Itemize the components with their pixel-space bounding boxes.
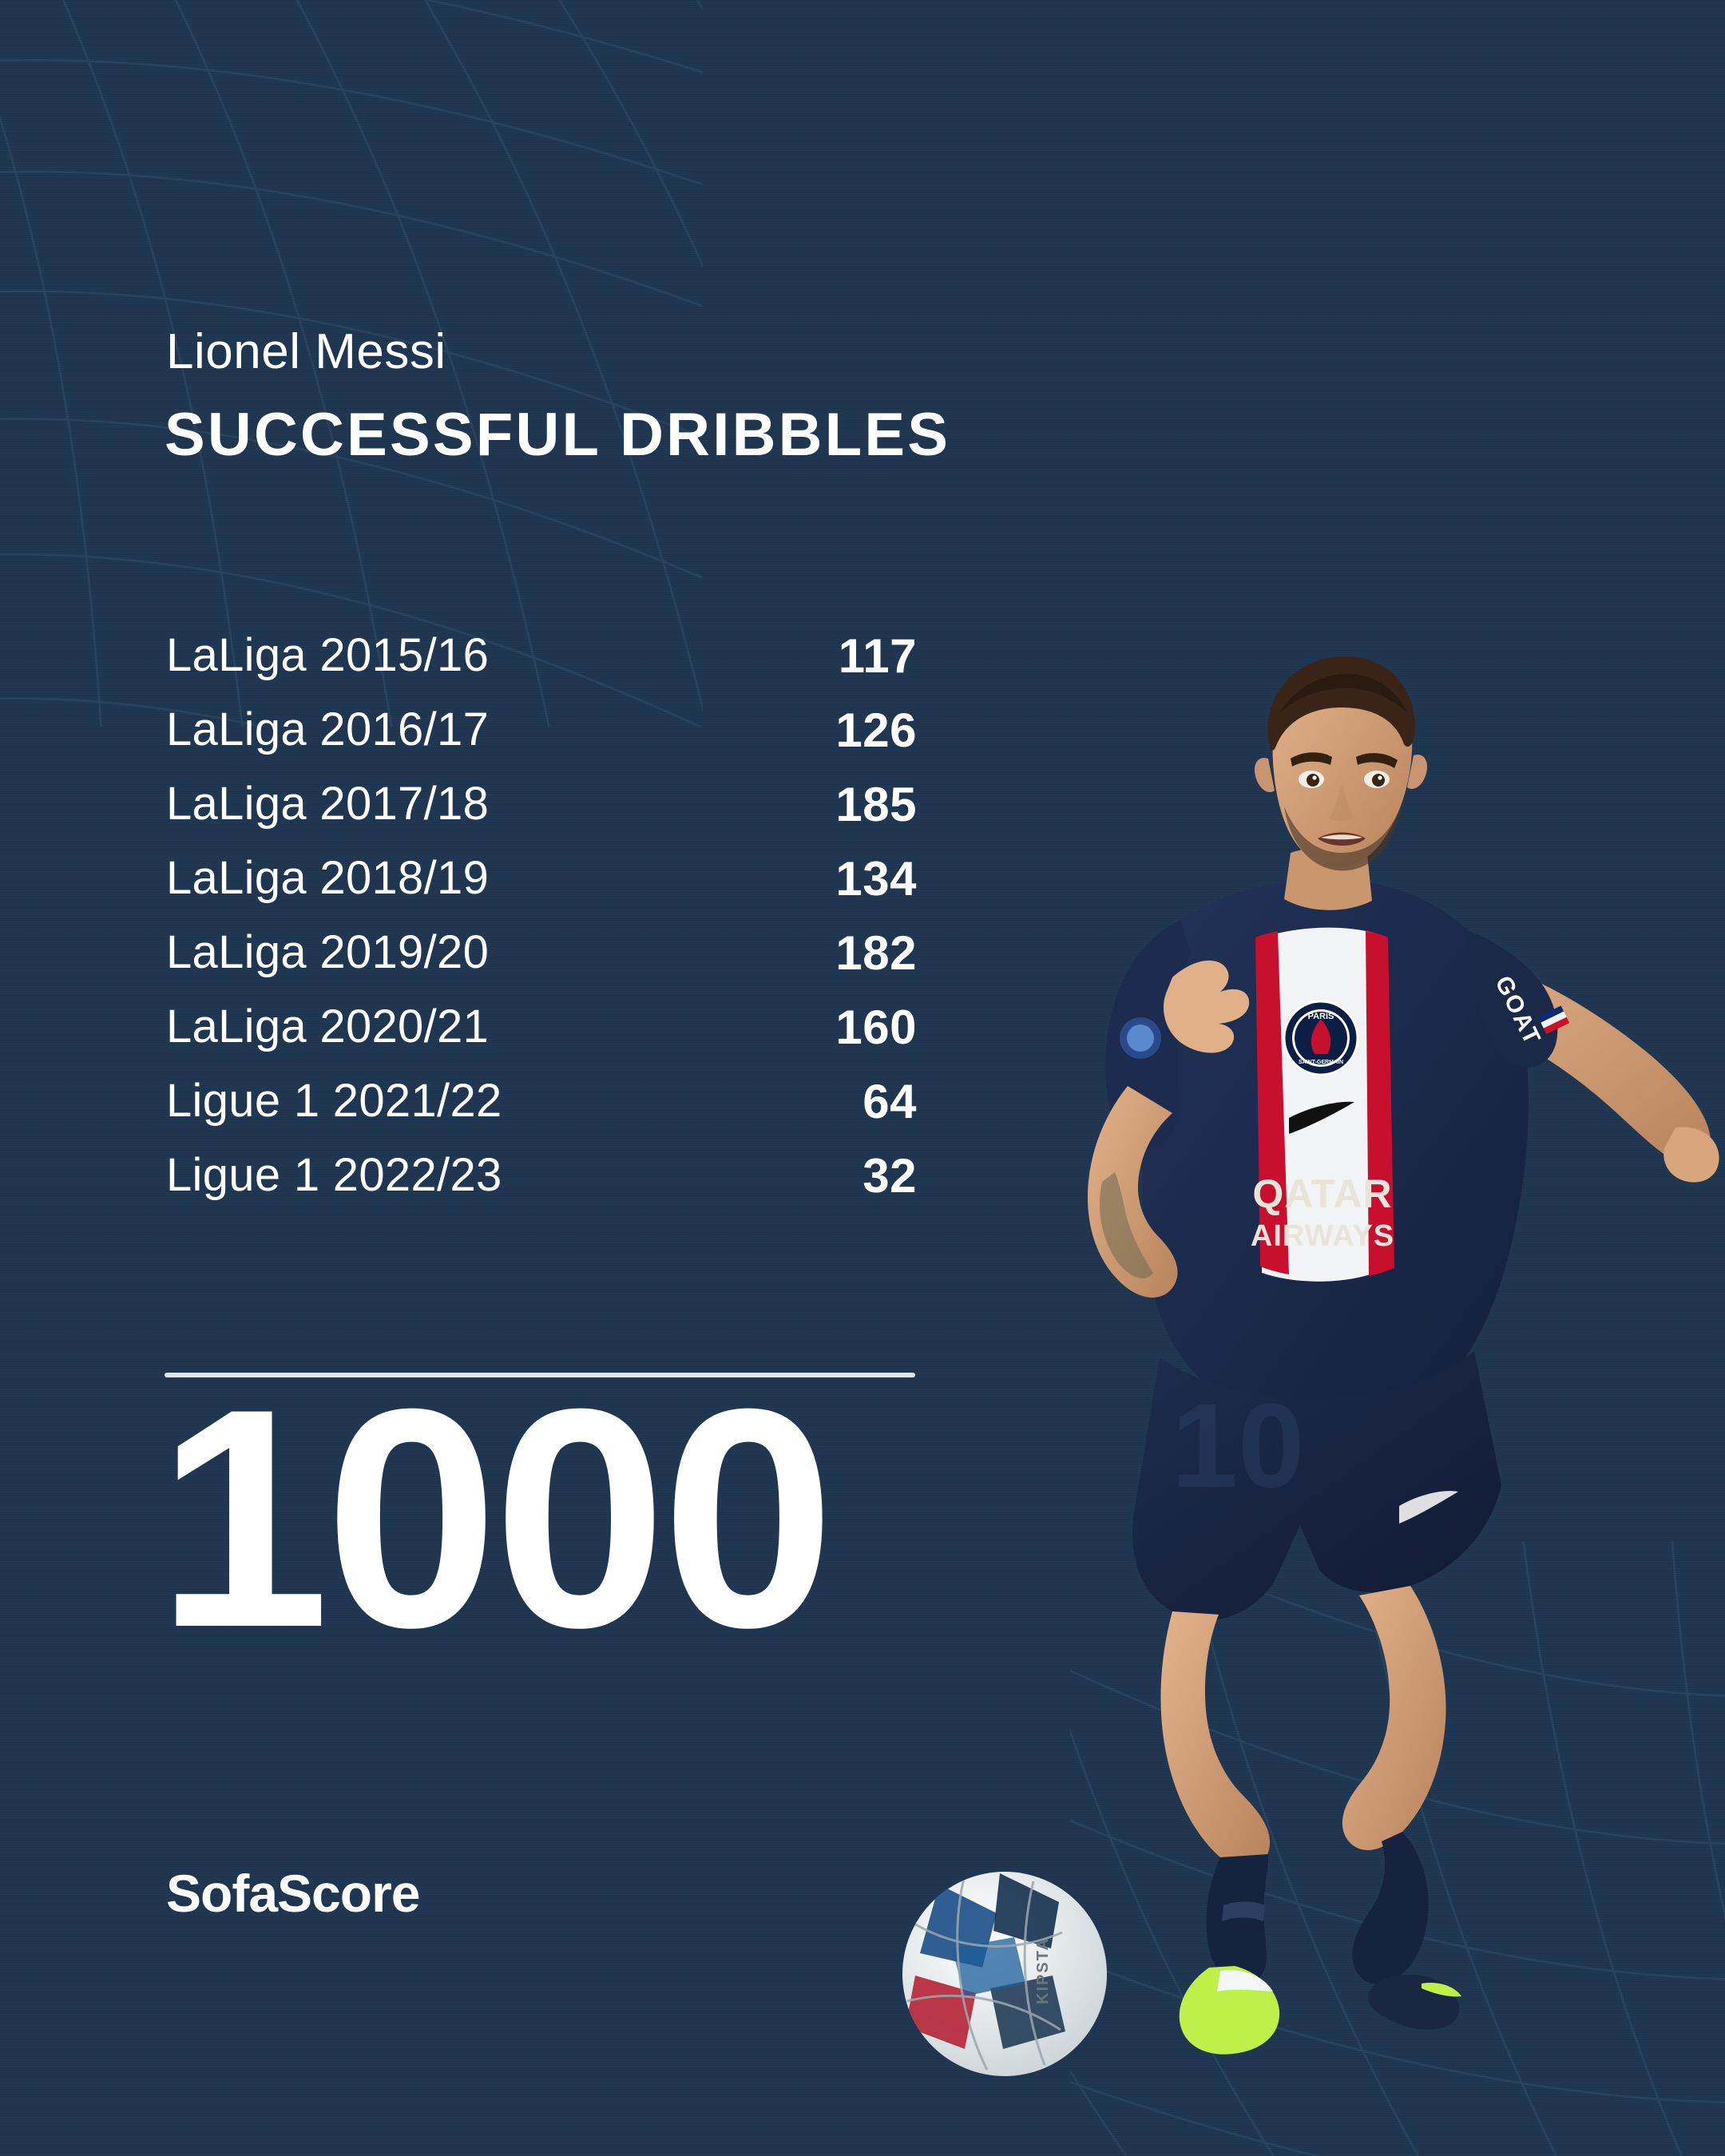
stat-row-label: LaLiga 2018/19 (166, 852, 490, 904)
stats-list: LaLiga 2015/16 117 LaLiga 2016/17 126 LaLiga… (166, 629, 917, 1225)
player-name: Lionel Messi (166, 324, 446, 379)
stat-row: LaLiga 2017/18 185 (166, 779, 917, 854)
stat-row-value: 134 (835, 852, 917, 906)
stat-row-value: 64 (862, 1075, 917, 1128)
stat-row: LaLiga 2015/16 117 (166, 629, 917, 705)
stat-row: Ligue 1 2021/22 64 (166, 1076, 917, 1151)
stat-row-value: 32 (862, 1149, 917, 1203)
page-title: SUCCESSFUL DRIBBLES (165, 401, 951, 469)
stat-row: LaLiga 2018/19 134 (166, 852, 917, 928)
stat-row-label: LaLiga 2016/17 (166, 703, 490, 755)
total-divider (165, 1373, 915, 1377)
stat-row-label: LaLiga 2020/21 (166, 1001, 490, 1052)
stat-row-label: Ligue 1 2022/23 (166, 1149, 502, 1201)
stat-row: LaLiga 2019/20 182 (166, 926, 917, 1002)
stat-row-value: 160 (835, 1001, 917, 1054)
stat-row-label: LaLiga 2019/20 (166, 926, 490, 978)
stat-row-value: 182 (835, 926, 917, 980)
stat-row-label: Ligue 1 2021/22 (166, 1075, 502, 1127)
stat-row-label: LaLiga 2015/16 (166, 629, 490, 681)
stat-row-value: 185 (835, 778, 917, 831)
sofascore-logo: SofaScore (166, 1864, 420, 1923)
stat-row: LaLiga 2016/17 126 (166, 703, 917, 779)
stat-row-value: 117 (838, 629, 917, 683)
total-value: 1000 (157, 1344, 835, 1692)
stat-row: Ligue 1 2022/23 32 (166, 1149, 917, 1225)
stat-row-label: LaLiga 2017/18 (166, 778, 490, 830)
stat-row-value: 126 (835, 703, 917, 757)
stat-row: LaLiga 2020/21 160 (166, 1001, 917, 1076)
